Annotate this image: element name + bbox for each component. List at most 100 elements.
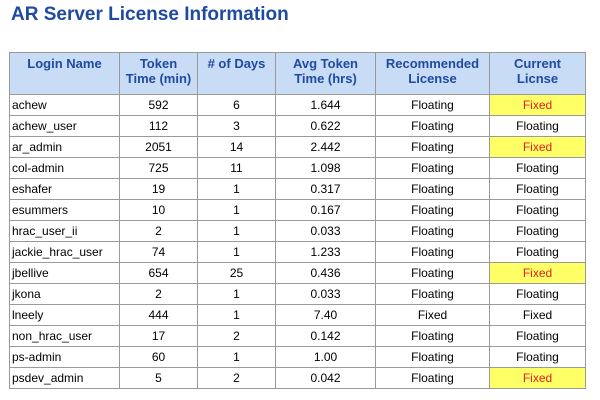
cell-token-time: 17 xyxy=(119,325,198,347)
cell-token-time: 10 xyxy=(119,199,198,221)
cell-current-license: Floating xyxy=(489,220,586,242)
page-title: AR Server License Information xyxy=(11,4,289,25)
cell-days: 3 xyxy=(197,115,276,137)
cell-login-name: esummers xyxy=(9,199,120,221)
cell-login-name: achew_user xyxy=(9,115,120,137)
cell-current-license: Floating xyxy=(489,283,586,305)
cell-avg-token-time: 0.436 xyxy=(275,262,376,284)
cell-days: 1 xyxy=(197,178,276,200)
cell-token-time: 60 xyxy=(119,346,198,368)
cell-avg-token-time: 0.033 xyxy=(275,220,376,242)
cell-token-time: 725 xyxy=(119,157,198,179)
column-header-days: # of Days xyxy=(197,52,276,95)
cell-avg-token-time: 2.442 xyxy=(275,136,376,158)
cell-recommended-license: Floating xyxy=(375,115,490,137)
cell-recommended-license: Fixed xyxy=(375,304,490,326)
cell-avg-token-time: 0.142 xyxy=(275,325,376,347)
table-row: esummers 10 1 0.167 Floating Floating xyxy=(9,199,586,221)
cell-login-name: jackie_hrac_user xyxy=(9,241,120,263)
table-row: eshafer 19 1 0.317 Floating Floating xyxy=(9,178,586,200)
cell-current-license: Floating xyxy=(489,325,586,347)
license-table: Login Name Token Time (min) # of Days Av… xyxy=(9,52,586,389)
column-header-current-license: Current Licnse xyxy=(489,52,586,95)
cell-avg-token-time: 0.167 xyxy=(275,199,376,221)
cell-current-license: Floating xyxy=(489,346,586,368)
table-row: jbellive 654 25 0.436 Floating Fixed xyxy=(9,262,586,284)
cell-days: 2 xyxy=(197,325,276,347)
column-header-login-name: Login Name xyxy=(9,52,120,95)
table-row: ar_admin 2051 14 2.442 Floating Fixed xyxy=(9,136,586,158)
cell-recommended-license: Floating xyxy=(375,157,490,179)
table-row: hrac_user_ii 2 1 0.033 Floating Floating xyxy=(9,220,586,242)
table-body: achew 592 6 1.644 Floating Fixed achew_user 112… xyxy=(9,94,586,389)
cell-days: 1 xyxy=(197,346,276,368)
cell-avg-token-time: 0.033 xyxy=(275,283,376,305)
cell-recommended-license: Floating xyxy=(375,367,490,389)
table-row: achew 592 6 1.644 Floating Fixed xyxy=(9,94,586,116)
cell-recommended-license: Floating xyxy=(375,94,490,116)
cell-recommended-license: Floating xyxy=(375,325,490,347)
cell-token-time: 2051 xyxy=(119,136,198,158)
cell-days: 1 xyxy=(197,304,276,326)
cell-days: 2 xyxy=(197,367,276,389)
column-header-avg-token-time: Avg Token Time (hrs) xyxy=(275,52,376,95)
cell-days: 1 xyxy=(197,199,276,221)
table-row: non_hrac_user 17 2 0.142 Floating Floating xyxy=(9,325,586,347)
cell-login-name: eshafer xyxy=(9,178,120,200)
cell-days: 1 xyxy=(197,283,276,305)
column-header-recommended-license: Recommended License xyxy=(375,52,490,95)
cell-login-name: ar_admin xyxy=(9,136,120,158)
cell-current-license: Floating xyxy=(489,241,586,263)
cell-avg-token-time: 1.233 xyxy=(275,241,376,263)
cell-token-time: 5 xyxy=(119,367,198,389)
cell-login-name: ps-admin xyxy=(9,346,120,368)
column-header-token-time: Token Time (min) xyxy=(119,52,198,95)
cell-login-name: jbellive xyxy=(9,262,120,284)
cell-recommended-license: Floating xyxy=(375,262,490,284)
cell-days: 1 xyxy=(197,241,276,263)
cell-current-license: Fixed xyxy=(489,94,586,116)
cell-login-name: lneely xyxy=(9,304,120,326)
cell-login-name: jkona xyxy=(9,283,120,305)
cell-avg-token-time: 1.00 xyxy=(275,346,376,368)
cell-current-license: Floating xyxy=(489,178,586,200)
cell-days: 11 xyxy=(197,157,276,179)
cell-token-time: 592 xyxy=(119,94,198,116)
cell-avg-token-time: 0.317 xyxy=(275,178,376,200)
cell-recommended-license: Floating xyxy=(375,346,490,368)
cell-recommended-license: Floating xyxy=(375,199,490,221)
cell-login-name: psdev_admin xyxy=(9,367,120,389)
cell-token-time: 2 xyxy=(119,220,198,242)
cell-days: 14 xyxy=(197,136,276,158)
table-row: col-admin 725 11 1.098 Floating Floating xyxy=(9,157,586,179)
cell-avg-token-time: 0.042 xyxy=(275,367,376,389)
table-row: psdev_admin 5 2 0.042 Floating Fixed xyxy=(9,367,586,389)
cell-token-time: 112 xyxy=(119,115,198,137)
cell-current-license: Floating xyxy=(489,115,586,137)
cell-login-name: col-admin xyxy=(9,157,120,179)
cell-days: 25 xyxy=(197,262,276,284)
table-row: jackie_hrac_user 74 1 1.233 Floating Floating xyxy=(9,241,586,263)
cell-days: 1 xyxy=(197,220,276,242)
cell-recommended-license: Floating xyxy=(375,241,490,263)
cell-token-time: 74 xyxy=(119,241,198,263)
table-row: ps-admin 60 1 1.00 Floating Floating xyxy=(9,346,586,368)
cell-current-license: Fixed xyxy=(489,136,586,158)
cell-current-license: Fixed xyxy=(489,262,586,284)
table-row: achew_user 112 3 0.622 Floating Floating xyxy=(9,115,586,137)
cell-current-license: Floating xyxy=(489,199,586,221)
table-header-row: Login Name Token Time (min) # of Days Av… xyxy=(9,52,586,95)
cell-token-time: 19 xyxy=(119,178,198,200)
cell-current-license: Fixed xyxy=(489,367,586,389)
table-row: jkona 2 1 0.033 Floating Floating xyxy=(9,283,586,305)
cell-avg-token-time: 0.622 xyxy=(275,115,376,137)
table-row: lneely 444 1 7.40 Fixed Fixed xyxy=(9,304,586,326)
cell-recommended-license: Floating xyxy=(375,220,490,242)
cell-recommended-license: Floating xyxy=(375,136,490,158)
cell-recommended-license: Floating xyxy=(375,283,490,305)
cell-recommended-license: Floating xyxy=(375,178,490,200)
cell-token-time: 654 xyxy=(119,262,198,284)
cell-login-name: non_hrac_user xyxy=(9,325,120,347)
cell-current-license: Floating xyxy=(489,157,586,179)
cell-days: 6 xyxy=(197,94,276,116)
